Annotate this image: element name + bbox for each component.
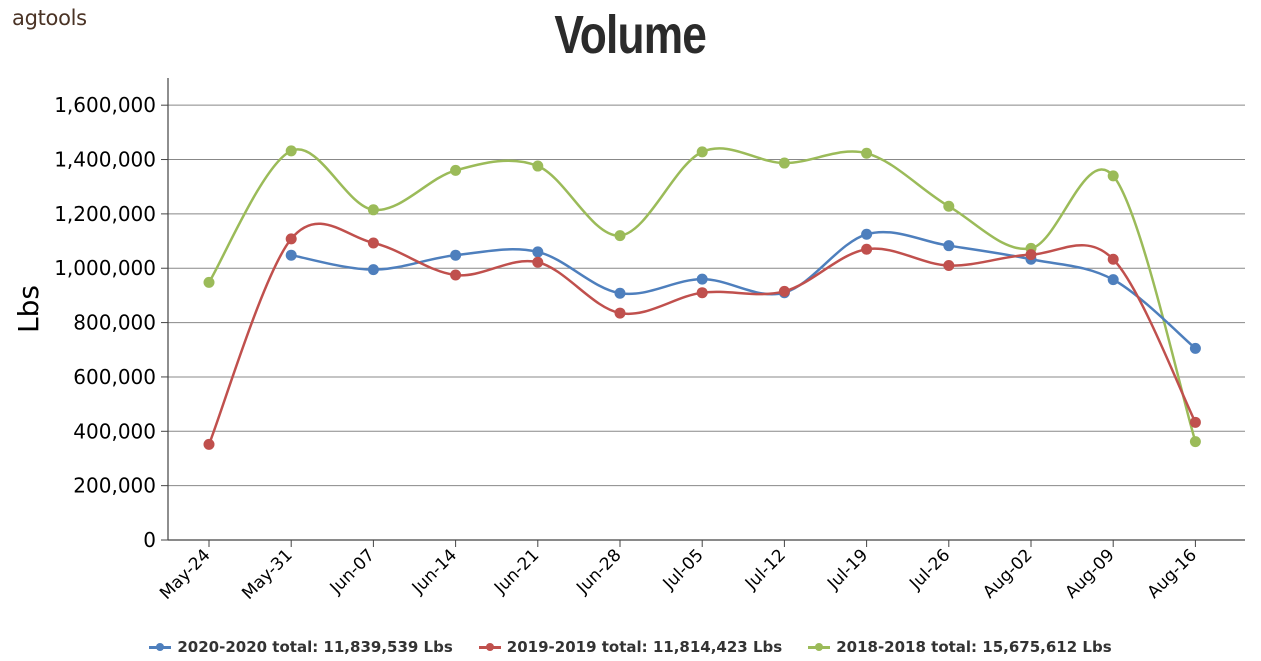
data-point [285,233,297,245]
data-point [532,160,544,172]
data-point [1189,416,1201,428]
data-point [943,200,955,212]
data-point [943,260,955,272]
data-point [1107,253,1119,265]
series-line [290,230,1197,350]
data-point [367,204,379,216]
data-point [450,269,462,281]
x-tick-label: Jul-05 [659,545,708,594]
legend-item[interactable]: 2018-2018 total: 15,675,612 Lbs [808,638,1112,656]
data-point [1107,274,1119,286]
data-point [696,273,708,285]
y-tick-label: 0 [143,528,156,552]
data-point [861,243,873,255]
series-lines [203,145,1201,450]
data-point [614,230,626,242]
x-tick-label: Aug-02 [979,545,1036,602]
x-tick-label: Aug-09 [1061,545,1118,602]
x-tick-label: Jul-26 [905,545,954,594]
data-point [1189,436,1201,448]
agtools-logo[interactable]: agtools [12,6,87,30]
x-tick-label: Jul-19 [823,545,872,594]
chart-legend: 2020-2020 total: 11,839,539 Lbs 2019-2019… [0,638,1261,656]
legend-swatch [478,642,501,652]
y-tick-label: 1,600,000 [54,93,156,117]
y-tick-label: 1,200,000 [54,202,156,226]
data-point [614,307,626,319]
data-point [1107,170,1119,182]
data-point [778,157,790,169]
x-tick-label: Jul-12 [741,545,790,594]
y-axis-label: Lbs [12,285,45,333]
data-point [614,287,626,299]
y-tick-label: 800,000 [73,311,156,335]
y-tick-label: 1,000,000 [54,256,156,280]
axes [167,78,1245,541]
x-tick-labels: May-24 May-31 Jun-07 Jun-14 Jun-21 Jun-28 Jul-… [156,540,1201,604]
y-tick-label: 1,400,000 [54,148,156,172]
data-point [532,256,544,268]
series-line [207,222,1197,445]
data-point [943,240,955,252]
legend-label: 2019-2019 total: 11,814,423 Lbs [506,638,783,656]
legend-label: 2018-2018 total: 15,675,612 Lbs [836,638,1112,656]
data-point [367,237,379,249]
data-point [696,146,708,158]
series-1 [203,222,1201,450]
x-tick-label: May-31 [238,545,296,603]
data-point [203,438,215,450]
y-tick-label: 600,000 [73,365,156,389]
data-point [450,249,462,261]
data-point [1189,342,1201,354]
x-tick-label: May-24 [156,545,214,603]
data-point [285,145,297,157]
data-point [450,164,462,176]
data-point [367,264,379,276]
legend-swatch [149,642,172,652]
y-tick-label: 400,000 [73,419,156,443]
data-point [285,249,297,261]
data-point [696,287,708,299]
data-point [861,147,873,159]
data-point [532,246,544,258]
y-tick-labels: 0 200,000 400,000 600,000 800,000 1,000,000 1,… [54,93,168,552]
data-point [1025,249,1037,261]
y-tick-label: 200,000 [73,474,156,498]
data-point [203,276,215,288]
x-tick-label: Aug-16 [1144,545,1201,602]
legend-item[interactable]: 2019-2019 total: 11,814,423 Lbs [478,638,783,656]
data-point [778,285,790,297]
legend-label: 2020-2020 total: 11,839,539 Lbs [177,638,453,656]
legend-item[interactable]: 2020-2020 total: 11,839,539 Lbs [149,638,453,656]
series-2 [203,145,1201,448]
chart-title: Volume [554,5,707,65]
x-tick-label: Jun-28 [572,545,625,598]
legend-swatch [808,642,831,652]
x-tick-label: Jun-14 [408,545,461,598]
x-tick-label: Jun-07 [326,545,379,598]
data-point [861,228,873,240]
x-tick-label: Jun-21 [490,545,543,598]
